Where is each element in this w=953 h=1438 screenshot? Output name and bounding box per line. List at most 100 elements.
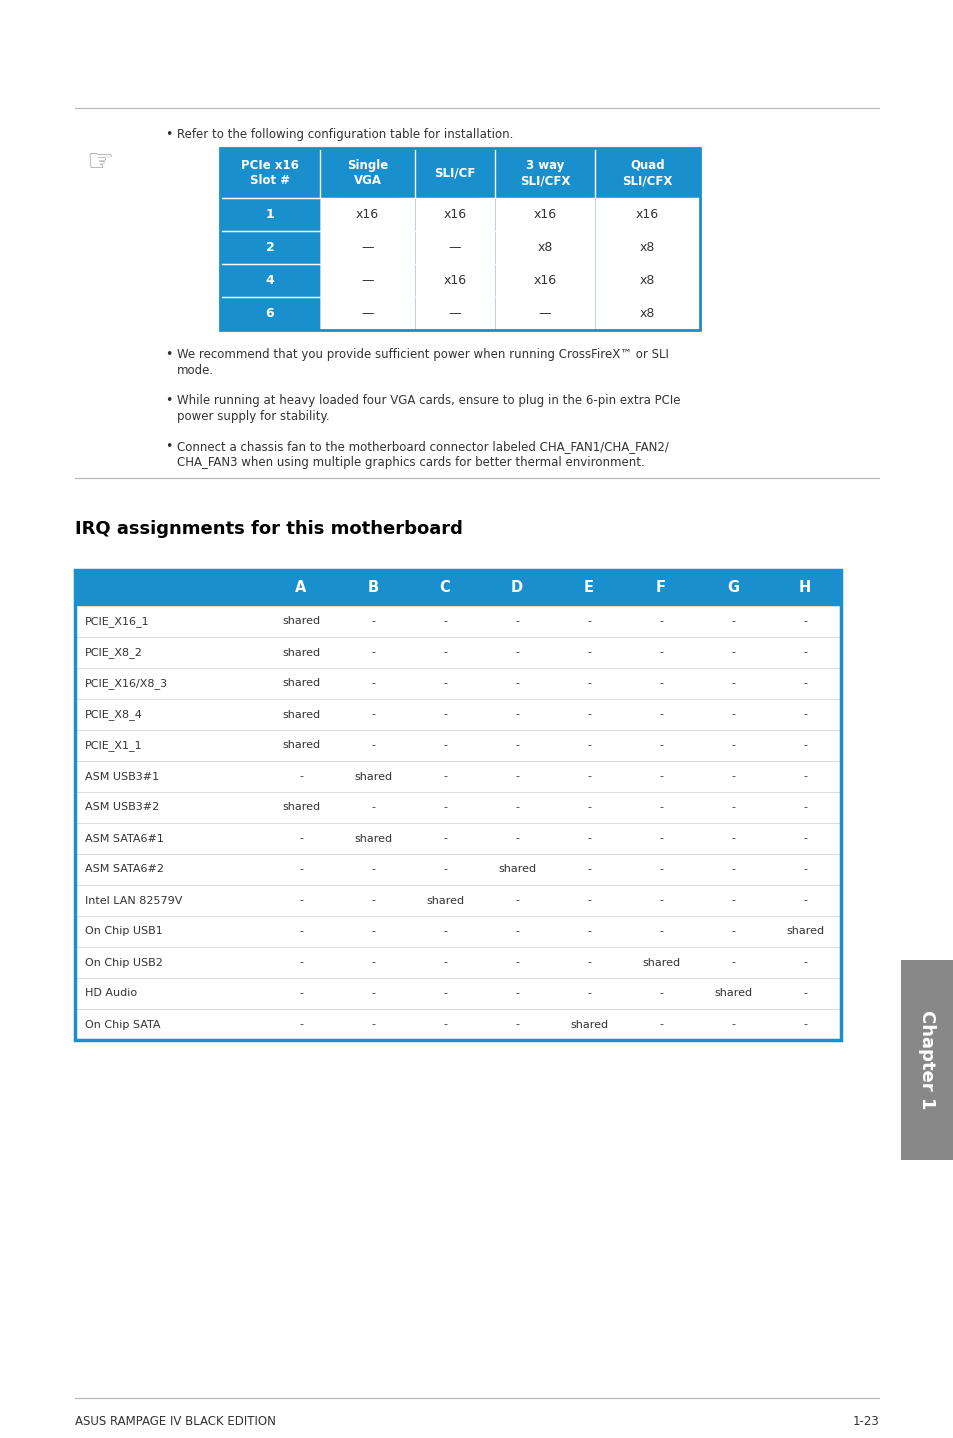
Bar <box>624 669 697 699</box>
Text: -: - <box>515 958 518 968</box>
Bar <box>480 731 553 761</box>
Bar <box>409 854 480 884</box>
Bar <box>768 823 841 854</box>
Text: •: • <box>165 348 172 361</box>
Text: -: - <box>515 896 518 906</box>
Bar <box>553 792 624 823</box>
Text: -: - <box>659 647 662 657</box>
Text: F: F <box>656 581 665 595</box>
Bar <box>697 761 768 792</box>
Text: -: - <box>515 647 518 657</box>
Text: H: H <box>798 581 810 595</box>
Bar <box>75 761 265 792</box>
Bar <box>553 761 624 792</box>
Bar <box>595 148 700 198</box>
Bar <box>697 699 768 731</box>
Text: -: - <box>371 864 375 874</box>
Bar <box>697 978 768 1009</box>
Text: -: - <box>802 864 806 874</box>
Text: shared: shared <box>354 772 392 781</box>
Bar <box>624 854 697 884</box>
Text: x16: x16 <box>636 209 659 221</box>
Text: 3 way
SLI/CFX: 3 way SLI/CFX <box>519 160 570 187</box>
Text: Refer to the following configuration table for installation.: Refer to the following configuration tab… <box>177 128 513 141</box>
Text: -: - <box>730 741 734 751</box>
Text: B: B <box>367 581 378 595</box>
Bar <box>75 854 265 884</box>
Text: shared: shared <box>282 679 319 689</box>
Bar <box>480 916 553 948</box>
Bar <box>336 916 409 948</box>
Bar <box>220 148 319 198</box>
Text: PCIE_X8_4: PCIE_X8_4 <box>85 709 143 720</box>
Text: -: - <box>515 802 518 812</box>
Bar <box>697 637 768 669</box>
Bar <box>697 792 768 823</box>
Text: -: - <box>515 741 518 751</box>
Bar <box>768 1009 841 1040</box>
Bar <box>409 569 480 605</box>
Text: -: - <box>586 864 590 874</box>
Bar <box>409 699 480 731</box>
Text: -: - <box>298 988 303 998</box>
Text: shared: shared <box>641 958 679 968</box>
Bar <box>409 884 480 916</box>
Text: -: - <box>298 926 303 936</box>
Bar <box>495 298 595 329</box>
Bar <box>768 792 841 823</box>
Text: -: - <box>298 834 303 844</box>
Bar <box>553 731 624 761</box>
Bar <box>265 669 336 699</box>
Bar <box>265 605 336 637</box>
Bar <box>595 198 700 232</box>
Bar <box>336 669 409 699</box>
Text: -: - <box>730 802 734 812</box>
Text: -: - <box>298 864 303 874</box>
Bar <box>336 731 409 761</box>
Text: -: - <box>802 988 806 998</box>
Text: -: - <box>586 617 590 627</box>
Text: Single
VGA: Single VGA <box>347 160 388 187</box>
Bar <box>553 699 624 731</box>
Bar <box>336 792 409 823</box>
Bar <box>220 232 319 265</box>
Text: -: - <box>802 958 806 968</box>
Bar <box>768 884 841 916</box>
Bar <box>480 854 553 884</box>
Bar <box>75 884 265 916</box>
Text: -: - <box>659 802 662 812</box>
Text: -: - <box>442 741 447 751</box>
Text: -: - <box>515 679 518 689</box>
Bar <box>553 569 624 605</box>
Text: -: - <box>371 926 375 936</box>
Text: -: - <box>515 617 518 627</box>
Text: 2: 2 <box>265 242 274 255</box>
Text: -: - <box>730 1020 734 1030</box>
Bar <box>624 823 697 854</box>
Text: -: - <box>802 741 806 751</box>
Bar <box>768 699 841 731</box>
Bar <box>336 699 409 731</box>
Text: -: - <box>442 647 447 657</box>
Text: -: - <box>442 617 447 627</box>
Bar <box>75 731 265 761</box>
Bar <box>768 669 841 699</box>
Text: -: - <box>515 834 518 844</box>
Bar <box>409 669 480 699</box>
Text: 1-23: 1-23 <box>851 1415 878 1428</box>
Bar <box>480 792 553 823</box>
Text: shared: shared <box>282 617 319 627</box>
Text: x16: x16 <box>533 209 556 221</box>
Text: -: - <box>659 709 662 719</box>
Bar <box>409 605 480 637</box>
Text: -: - <box>802 679 806 689</box>
Bar <box>697 948 768 978</box>
Bar <box>415 148 495 198</box>
Text: shared: shared <box>569 1020 607 1030</box>
Text: shared: shared <box>282 647 319 657</box>
Bar <box>336 605 409 637</box>
Text: -: - <box>371 647 375 657</box>
Text: Chapter 1: Chapter 1 <box>918 1011 936 1110</box>
Bar <box>409 948 480 978</box>
Bar <box>768 569 841 605</box>
